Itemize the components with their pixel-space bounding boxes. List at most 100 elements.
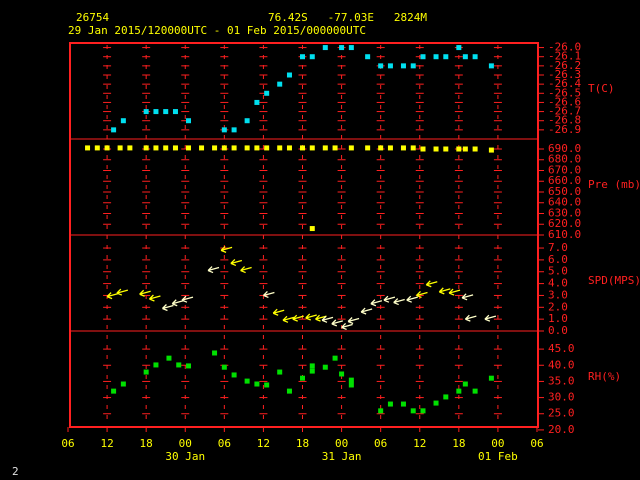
y-tick-label: 5.0 <box>548 265 568 278</box>
x-tick-label: 00 <box>179 437 192 450</box>
point <box>221 127 227 133</box>
point <box>199 145 205 151</box>
point <box>153 145 159 151</box>
point <box>488 375 494 381</box>
point <box>186 145 192 151</box>
point <box>332 145 338 151</box>
point <box>410 408 416 414</box>
point <box>400 145 406 151</box>
point <box>462 146 468 152</box>
wind-arrow <box>370 299 383 307</box>
point <box>387 401 393 407</box>
x-tick-label: 18 <box>140 437 153 450</box>
y-tick-label: -26.4 <box>548 77 581 90</box>
point <box>378 63 384 69</box>
point <box>163 145 169 151</box>
point <box>212 350 218 356</box>
point <box>300 145 305 151</box>
point <box>254 381 260 387</box>
point <box>456 388 462 394</box>
y-tick-label: 690.0 <box>548 142 581 155</box>
wind-arrow <box>315 314 327 322</box>
point <box>322 145 328 151</box>
point <box>488 147 494 153</box>
period: 29 Jan 2015/120000UTC - 01 Feb 2015/0000… <box>68 24 366 37</box>
point <box>104 145 110 151</box>
point <box>433 54 439 60</box>
point <box>117 145 123 151</box>
wind-arrow <box>305 313 317 321</box>
point <box>300 54 305 60</box>
point <box>231 372 237 378</box>
point <box>410 63 416 69</box>
y-tick-label: 3.0 <box>548 288 568 301</box>
point <box>309 226 315 232</box>
date-label: 31 Jan <box>322 450 362 463</box>
point <box>244 118 250 124</box>
point <box>309 54 315 60</box>
x-tick-label: 06 <box>61 437 74 450</box>
y-axis-label: RH(%) <box>588 370 621 383</box>
y-axis-label: SPD(MPS) <box>588 274 640 287</box>
point <box>221 364 227 370</box>
point <box>231 127 237 133</box>
point <box>378 408 384 414</box>
y-tick-label: 4.0 <box>548 277 568 290</box>
point <box>443 146 449 152</box>
point <box>365 145 371 151</box>
y-tick-label: 630.0 <box>548 206 581 219</box>
y-tick-label: 35.0 <box>548 374 575 387</box>
x-tick-label: 06 <box>374 437 387 450</box>
y-tick-label: -26.6 <box>548 95 581 108</box>
y-tick-label: 610.0 <box>548 228 581 241</box>
wind-arrow <box>383 295 396 303</box>
y-tick-label: 40.0 <box>548 358 575 371</box>
point <box>472 388 478 394</box>
point <box>309 145 315 151</box>
x-tick-label: 06 <box>218 437 231 450</box>
y-tick-label: -26.3 <box>548 68 581 81</box>
point <box>472 146 478 152</box>
x-tick-label: 12 <box>100 437 113 450</box>
wind-arrow <box>171 299 184 307</box>
y-tick-label: -26.5 <box>548 86 581 99</box>
point <box>420 146 426 152</box>
y-tick-label: -26.9 <box>548 123 581 136</box>
point <box>433 146 439 152</box>
wind-arrow <box>106 292 119 300</box>
point <box>387 63 393 69</box>
wind-arrow <box>341 322 353 331</box>
point <box>186 363 192 369</box>
point <box>322 45 328 51</box>
wind-arrow <box>484 314 497 322</box>
wind-arrow <box>416 290 428 299</box>
y-tick-label: 1.0 <box>548 312 568 325</box>
y-tick-label: 45.0 <box>548 342 575 355</box>
point <box>111 388 117 394</box>
point <box>172 145 178 151</box>
wind-arrow <box>230 258 243 267</box>
wind-arrow <box>393 298 405 306</box>
y-tick-label: 680.0 <box>548 153 581 166</box>
point <box>286 145 292 151</box>
x-tick-label: 00 <box>335 437 348 450</box>
point <box>400 63 406 69</box>
point <box>348 145 354 151</box>
station-id: 26754 <box>76 11 109 24</box>
y-tick-label: -26.1 <box>548 50 581 63</box>
wind-arrow <box>331 319 343 327</box>
point <box>111 127 117 133</box>
point <box>286 388 292 394</box>
y-tick-label: 670.0 <box>548 163 581 176</box>
y-tick-label: 650.0 <box>548 185 581 198</box>
y-tick-label: 7.0 <box>548 241 568 254</box>
y-tick-label: 6.0 <box>548 253 568 266</box>
point <box>264 382 270 388</box>
point <box>120 381 126 387</box>
point <box>456 146 462 152</box>
point <box>153 109 159 115</box>
wind-arrow <box>220 245 233 254</box>
wind-arrow <box>161 304 174 312</box>
point <box>212 145 218 151</box>
